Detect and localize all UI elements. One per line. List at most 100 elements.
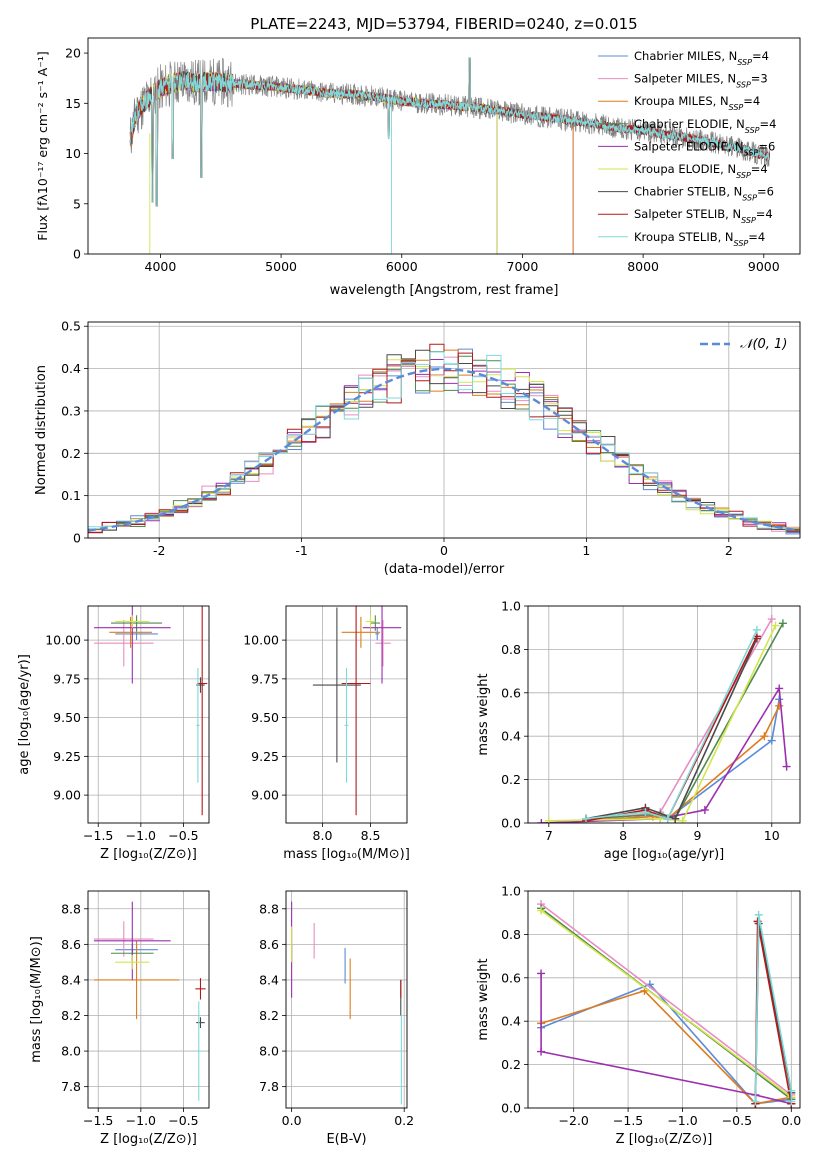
series-kroupa-stelib <box>751 910 796 1106</box>
series-kroupa-stelib <box>581 625 761 823</box>
legend-suffix: =6 <box>757 185 774 199</box>
y-tick-label: 0.0 <box>501 1101 521 1116</box>
x-tick-label: 7000 <box>507 259 539 274</box>
x-tick-label: -1 <box>295 543 307 558</box>
legend-suffix: =3 <box>751 72 768 86</box>
y-tick-label: 9.50 <box>53 710 81 725</box>
y-tick-label: 0.4 <box>501 1014 521 1029</box>
legend-label: Chabrier MILES, N <box>634 49 737 63</box>
y-tick-label: 8.4 <box>259 972 279 987</box>
y-tick-label: 9.25 <box>53 749 81 764</box>
series-marker <box>537 906 546 915</box>
legend-entry: Chabrier STELIB, NSSP=6 <box>634 185 774 203</box>
y-tick-label: 9.00 <box>251 788 279 803</box>
errorbar-point <box>93 619 154 667</box>
series-marker <box>752 625 761 634</box>
errorbar-point <box>341 616 381 648</box>
y-axis-label: Normed distribution <box>34 365 49 495</box>
y-tick-label: 0.4 <box>501 729 521 744</box>
grid <box>88 891 209 1108</box>
y-tick-label: 0.5 <box>61 319 81 334</box>
y-tick-label: 20 <box>65 46 81 61</box>
y-tick-label: 9.25 <box>251 749 279 764</box>
y-tick-label: 8.4 <box>61 972 81 987</box>
y-tick-label: 9.50 <box>251 710 279 725</box>
legend-subscript: SSP <box>742 193 757 202</box>
x-tick-label: 0 <box>440 543 448 558</box>
legend-label: Salpeter ELODIE, N <box>634 139 744 153</box>
model-spectrum-kroupa-stelib <box>129 57 770 207</box>
errorbar-point <box>115 955 150 970</box>
errorbar-point <box>362 606 402 684</box>
y-tick-label: 0.8 <box>501 927 521 942</box>
y-tick-label: 8.6 <box>61 937 81 952</box>
axes-frame <box>527 890 801 1109</box>
errorbar-point <box>195 978 206 1000</box>
y-tick-label: 15 <box>65 96 81 111</box>
errorbar-point <box>93 940 180 1020</box>
errorbar-point <box>370 615 381 631</box>
y-tick-label: 8.0 <box>259 1044 279 1059</box>
legend-subscript: SSP <box>736 171 751 180</box>
x-tick-label: −1.0 <box>126 828 156 843</box>
errorbar-point <box>365 615 376 628</box>
x-axis-label: wavelength [Angstrom, rest frame] <box>330 283 559 298</box>
x-axis-label: E(B-V) <box>326 1132 366 1147</box>
legend-entry: Salpeter MILES, NSSP=3 <box>634 72 768 90</box>
legend-suffix: =4 <box>743 94 760 108</box>
legend-label: Kroupa ELODIE, N <box>634 162 736 176</box>
errorbar-point <box>111 615 163 631</box>
x-tick-label: −1.0 <box>667 1113 697 1128</box>
y-tick-label: 8.8 <box>259 901 279 916</box>
axes-frame <box>285 605 408 824</box>
x-tick-label: 8.5 <box>361 828 381 843</box>
series-line <box>540 903 792 1096</box>
series-line <box>585 638 758 820</box>
y-tick-label: 8.2 <box>61 1008 81 1023</box>
x-tick-label: 8.0 <box>313 828 333 843</box>
x-tick-label: 0.0 <box>282 1113 302 1128</box>
x-axis-label: Z [log₁₀(Z/Z⊙)] <box>616 1132 713 1147</box>
legend-label: Chabrier STELIB, N <box>634 185 742 199</box>
series-line <box>540 989 792 1105</box>
y-tick-label: 0.2 <box>61 446 81 461</box>
y-tick-label: 0.0 <box>501 816 521 831</box>
legend-entry: Chabrier MILES, NSSP=4 <box>634 49 769 67</box>
legend-subscript: SSP <box>736 80 751 89</box>
x-tick-label: 5000 <box>265 259 297 274</box>
y-tick-label: 0.3 <box>61 403 81 418</box>
y-tick-label: 10.00 <box>243 633 279 648</box>
x-tick-label: −1.0 <box>126 1113 156 1128</box>
y-tick-label: 10 <box>65 146 81 161</box>
series-line <box>585 623 784 820</box>
x-tick-label: 8 <box>619 828 627 843</box>
series-kroupa-elodie <box>544 621 780 823</box>
errorbar-point <box>344 668 349 783</box>
age-vs-mass-plot: 8.0 8.5 9.00 9.25 9.50 9.75 10.00 mass [log₁₀(M… <box>243 605 410 862</box>
residual-histogram-plot: -2 -1 0 1 2 0 0.1 0.2 0.3 0.4 0.5 𝒩(0, 1) (data-mode… <box>34 319 801 577</box>
mass-vs-metallicity-plot: −1.5 −1.0 −0.5 7.8 8.0 8.2 8.4 8.6 8.8 Z [log₁₀(Z… <box>29 890 210 1147</box>
errorbar-point <box>375 619 391 667</box>
legend-label: Salpeter STELIB, N <box>634 207 741 221</box>
x-tick-label: −0.5 <box>168 828 198 843</box>
y-tick-label: 0.2 <box>501 1057 521 1072</box>
series-marker <box>754 910 763 919</box>
x-axis-label: mass [log₁₀(M/M⊙)] <box>283 847 410 862</box>
errorbar-point <box>312 607 361 763</box>
y-tick-label: 0.6 <box>501 685 521 700</box>
x-tick-label: 9000 <box>748 259 780 274</box>
axes-frame <box>87 890 210 1109</box>
y-tick-label: 9.75 <box>251 671 279 686</box>
chart-title: PLATE=2243, MJD=53794, FIBERID=0240, z=0… <box>250 15 637 33</box>
y-tick-label: 0.8 <box>501 642 521 657</box>
y-axis-label: age [log₁₀(age/yr)] <box>17 654 32 775</box>
series-marker <box>544 816 553 823</box>
x-axis-label: age [log₁₀(age/yr)] <box>604 847 725 862</box>
errorbar-point <box>115 615 150 628</box>
series-marker <box>760 732 769 741</box>
series-marker <box>767 615 776 624</box>
legend-entry: Salpeter ELODIE, NSSP=6 <box>634 139 775 157</box>
y-tick-label: 8.0 <box>61 1044 81 1059</box>
grid <box>88 606 209 823</box>
